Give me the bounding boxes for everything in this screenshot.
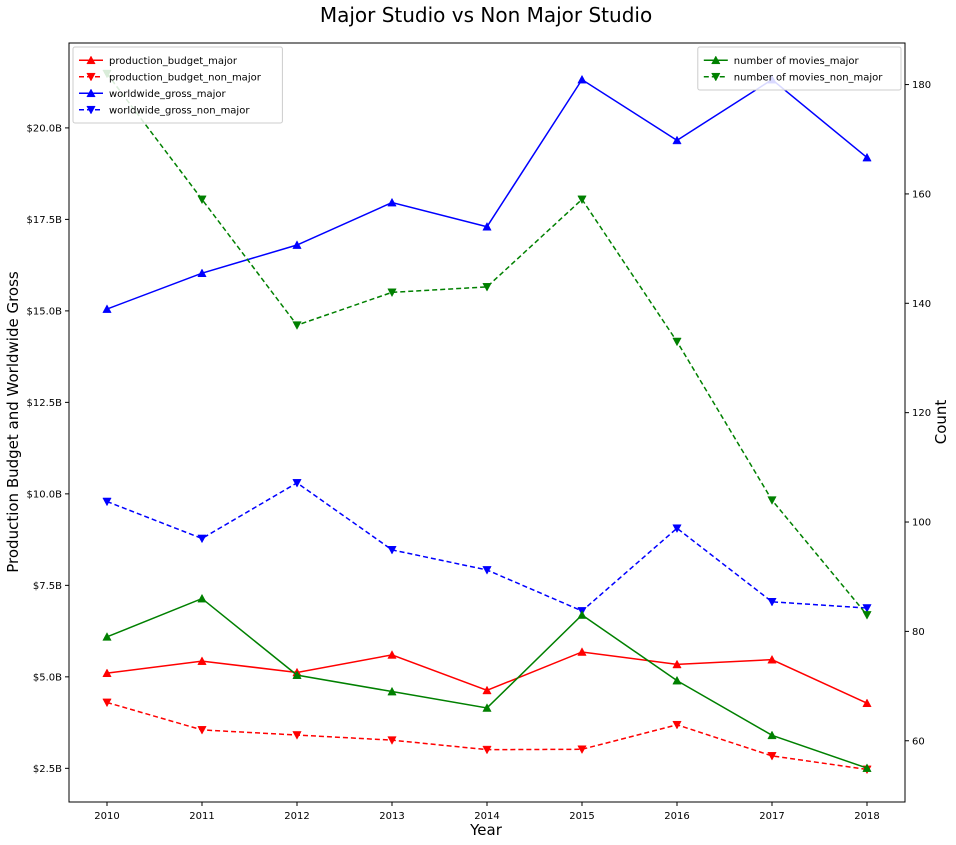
x-tick-label: 2010 [94, 811, 119, 822]
y-tick-label-left: $2.5B [33, 764, 62, 775]
data-point [767, 598, 777, 607]
data-point [292, 479, 302, 488]
legend-marker [86, 105, 96, 115]
data-point [197, 195, 207, 205]
chart-title: Major Studio vs Non Major Studio [320, 3, 652, 27]
legend-marker [711, 55, 721, 65]
data-point [482, 745, 492, 755]
data-point [482, 566, 492, 575]
legend-box [72, 46, 283, 124]
data-point [197, 268, 207, 278]
data-point [292, 731, 302, 740]
legend-marker [86, 55, 96, 65]
data-point [482, 703, 492, 712]
legend-label: production_budget_major [109, 56, 238, 67]
data-point [862, 763, 872, 772]
data-point [862, 698, 872, 708]
y-tick-label-right: 60 [912, 736, 925, 747]
data-point [387, 650, 397, 659]
data-point [102, 632, 112, 641]
data-point [862, 604, 872, 613]
data-point [577, 195, 587, 205]
data-point [387, 197, 397, 207]
data-point [102, 698, 112, 708]
legend-marker [711, 72, 721, 82]
y-tick-label-right: 120 [912, 408, 931, 419]
x-tick-label: 2016 [664, 811, 689, 822]
x-tick-label: 2011 [189, 811, 214, 822]
y-tick-label-left: $15.0B [27, 306, 63, 317]
data-point [102, 304, 112, 313]
data-point [672, 675, 682, 685]
data-point [767, 730, 777, 740]
x-tick-label: 2018 [854, 811, 879, 822]
x-tick-label: 2012 [284, 811, 309, 822]
y-axis-title-right: Count [932, 400, 950, 445]
data-point [387, 546, 397, 555]
data-point [767, 752, 777, 761]
data-point [197, 656, 207, 665]
legend-label: worldwide_gross_non_major [109, 105, 250, 116]
data-point [577, 647, 587, 656]
data-point [197, 593, 207, 603]
data-point [387, 736, 397, 745]
data-point [672, 337, 682, 347]
data-point [102, 668, 112, 678]
y-tick-label-right: 160 [912, 189, 931, 200]
x-tick-label: 2013 [379, 811, 404, 822]
x-tick-label: 2017 [759, 811, 784, 822]
legend-marker [86, 88, 96, 98]
data-point [862, 611, 872, 620]
data-point [862, 152, 872, 162]
data-point [387, 288, 397, 298]
data-point [292, 321, 302, 330]
data-point [577, 74, 587, 84]
legend-left: production_budget_major production_budget… [72, 46, 283, 124]
y-tick-label-left: $17.5B [27, 215, 63, 226]
data-point [672, 659, 682, 669]
y-tick-label-left: $5.0B [33, 672, 62, 683]
data-point [197, 534, 207, 544]
legend-label: number of movies_major [734, 56, 860, 67]
data-point [577, 745, 587, 755]
plot-area: 2010 2011 2012 2013 2014 2015 2016 2017 2018 $2.5… [27, 42, 931, 822]
data-point [292, 670, 302, 679]
data-point [767, 496, 777, 505]
y-tick-label-right: 180 [912, 80, 931, 91]
data-point [292, 240, 302, 249]
legend-label: worldwide_gross_major [109, 89, 227, 100]
y-tick-label-left: $20.0B [27, 123, 63, 134]
y-tick-label-right: 140 [912, 299, 931, 310]
data-point [672, 720, 682, 730]
y-axis-title-left: Production Budget and Worldwide Gross [4, 271, 22, 573]
x-tick-label: 2015 [569, 811, 594, 822]
data-point [482, 283, 492, 292]
legend-marker [86, 72, 96, 82]
y-tick-label-right: 100 [912, 518, 931, 529]
series-number-of-movies-major [102, 593, 872, 772]
data-point [672, 524, 682, 533]
legend-box [697, 46, 902, 91]
legend-label: production_budget_non_major [109, 72, 262, 83]
x-axis-title: Year [469, 821, 503, 839]
data-point [387, 686, 397, 696]
data-point [577, 610, 587, 619]
data-point [197, 726, 207, 735]
data-point [482, 685, 492, 695]
x-tick-label: 2014 [474, 811, 499, 822]
legend-label: number of movies_non_major [734, 72, 884, 83]
y-tick-label-left: $12.5B [27, 398, 63, 409]
series-worldwide-gross-non-major [102, 479, 872, 616]
y-tick-label-left: $7.5B [33, 581, 62, 592]
data-point [102, 497, 112, 507]
y-tick-label-right: 80 [912, 627, 925, 638]
data-point [482, 221, 492, 231]
y-tick-label-left: $10.0B [27, 489, 63, 500]
data-point [672, 135, 682, 145]
series-line [106, 73, 868, 616]
data-point [767, 654, 777, 664]
